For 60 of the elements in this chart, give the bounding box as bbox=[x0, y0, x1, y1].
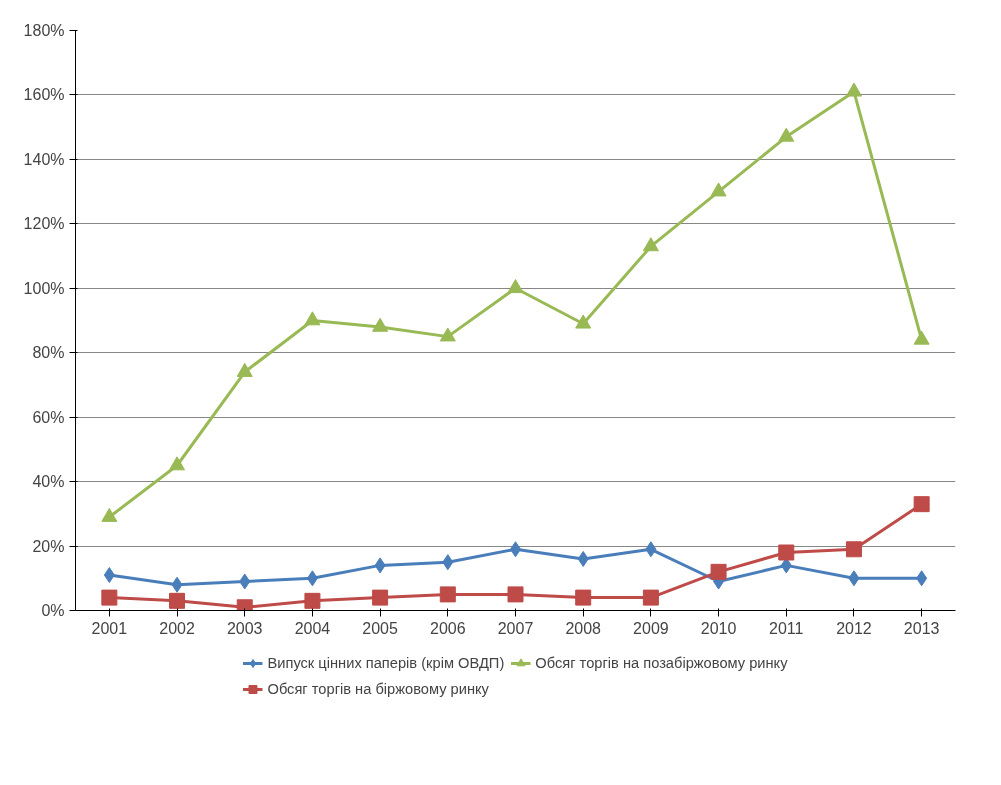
x-tick-label: 2008 bbox=[565, 619, 602, 637]
point bbox=[848, 570, 860, 587]
point bbox=[101, 589, 118, 606]
x-tick-label: 2004 bbox=[294, 619, 331, 637]
x-tick-label: 2011 bbox=[769, 619, 804, 637]
point bbox=[439, 586, 456, 603]
point bbox=[778, 544, 795, 561]
point bbox=[372, 317, 389, 332]
point bbox=[239, 573, 251, 590]
point bbox=[710, 182, 727, 197]
point bbox=[304, 311, 321, 326]
y-tick-label: 0% bbox=[41, 602, 65, 619]
x-tick-label: 2003 bbox=[226, 619, 263, 637]
point bbox=[169, 592, 186, 609]
y-tick-label: 140% bbox=[23, 150, 65, 168]
point bbox=[103, 567, 115, 584]
point bbox=[169, 456, 186, 471]
point bbox=[710, 563, 727, 580]
x-tick-label: 2012 bbox=[836, 619, 872, 637]
point bbox=[913, 496, 930, 513]
point bbox=[372, 589, 389, 606]
point bbox=[575, 314, 592, 329]
point bbox=[439, 327, 456, 342]
x-tick-label: 2007 bbox=[497, 619, 534, 637]
point bbox=[642, 589, 659, 606]
point bbox=[642, 237, 659, 252]
x-tick-label: 2009 bbox=[633, 619, 669, 637]
point bbox=[778, 127, 795, 142]
point bbox=[171, 576, 183, 593]
point bbox=[845, 82, 862, 97]
y-tick-label: 40% bbox=[32, 473, 65, 491]
y-tick-label: 160% bbox=[23, 86, 65, 104]
point bbox=[507, 279, 524, 294]
legend-label: Випуск цінних паперів (крім ОВДП) bbox=[267, 655, 505, 671]
point bbox=[442, 554, 454, 571]
point bbox=[916, 570, 928, 587]
x-tick-label: 2010 bbox=[700, 619, 737, 637]
y-tick-label: 100% bbox=[23, 279, 65, 297]
y-tick-label: 180% bbox=[23, 22, 65, 39]
point bbox=[913, 330, 930, 345]
x-tick-label: 2002 bbox=[159, 619, 195, 637]
legend-label: Обсяг торгів на позабіржовому ринку bbox=[535, 655, 788, 671]
point bbox=[306, 570, 318, 587]
y-tick-label: 20% bbox=[32, 537, 65, 555]
x-tick-label: 2001 bbox=[91, 619, 128, 637]
point bbox=[845, 541, 862, 558]
point bbox=[304, 592, 321, 609]
y-tick-label: 60% bbox=[32, 408, 65, 426]
legend-label: Обсяг торгів на біржовому ринку bbox=[267, 681, 489, 697]
y-tick-label: 120% bbox=[23, 215, 65, 233]
y-tick-label: 80% bbox=[32, 344, 65, 362]
point bbox=[577, 550, 589, 567]
point bbox=[645, 541, 657, 558]
point bbox=[236, 362, 253, 377]
point bbox=[374, 557, 386, 574]
point bbox=[507, 586, 524, 603]
x-tick-label: 2005 bbox=[362, 619, 399, 637]
x-tick-label: 2013 bbox=[903, 619, 940, 637]
x-tick-label: 2006 bbox=[430, 619, 466, 637]
point bbox=[575, 589, 592, 606]
